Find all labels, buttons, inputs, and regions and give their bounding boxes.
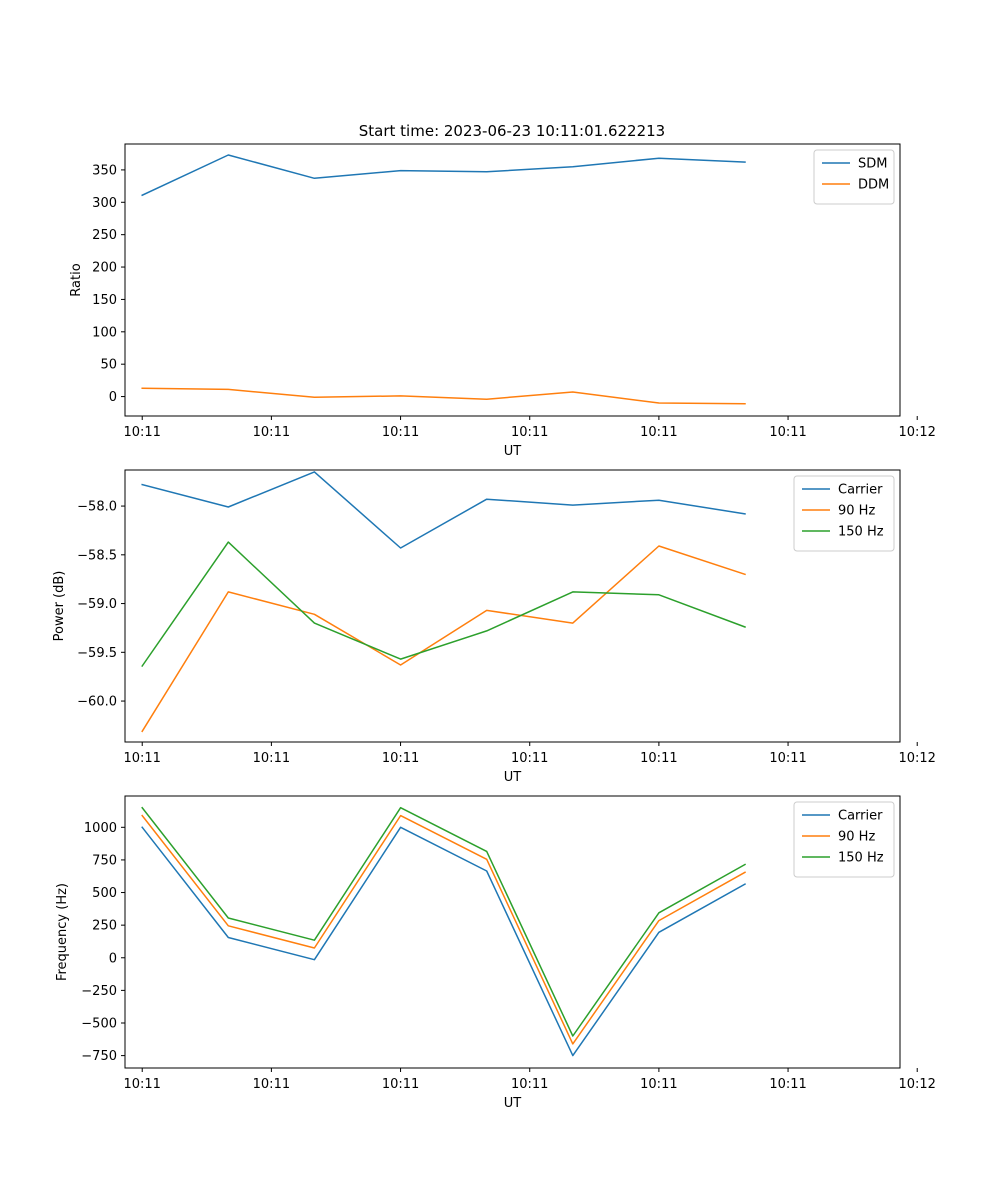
legend-label: 90 Hz [838,830,875,845]
legend: Carrier 90 Hz 150 Hz [793,475,895,552]
axes-frame [124,795,901,1069]
y-tick-label: 250 [92,919,117,934]
y-tick-label: 1000 [84,821,117,836]
y-tick-label: 150 [92,293,117,308]
x-tick-label: 10:11 [769,751,806,766]
y-tick-label: −59.5 [77,646,117,661]
x-tick-label: 10:12 [898,425,935,440]
y-tick-label: −250 [81,984,117,999]
axes-frame [124,143,901,417]
subplot-2: 10:11 10:11 10:11 10:11 10:11 10:11 10:12 −60.0… [52,469,936,785]
series-line-2 [141,387,746,405]
x-tick-label: 10:11 [123,751,160,766]
subplot-1: 10:11 10:11 10:11 10:11 10:11 10:11 10:12 0 50 10… [69,143,936,459]
series-line-3 [141,806,747,1037]
y-tick-label: 200 [92,261,117,276]
x-tick-label: 10:11 [511,1077,548,1092]
y-tick-label: −60.0 [77,695,117,710]
x-tick-label: 10:11 [253,751,290,766]
y-tick-label: −500 [81,1016,117,1031]
series-line-3 [141,541,746,668]
y-axis-label: Ratio [69,263,84,296]
legend-label: 150 Hz [838,525,884,540]
series-line-1 [141,471,746,549]
y-axis-label: Power (dB) [52,571,67,642]
x-tick-label: 10:11 [640,751,677,766]
y-tick-label: 500 [92,886,117,901]
legend: Carrier 90 Hz 150 Hz [793,801,895,878]
y-tick-label: 100 [92,325,117,340]
x-tick-label: 10:11 [382,425,419,440]
y-tick-label: 0 [109,951,117,966]
series-line-2 [141,814,747,1045]
x-tick-label: 10:11 [511,751,548,766]
legend-label: Carrier [838,483,883,498]
series-line-2 [141,545,746,733]
y-tick-label: 300 [92,196,117,211]
x-tick-label: 10:11 [253,1077,290,1092]
x-axis-label: UT [504,1096,522,1111]
legend: SDM DDM [813,149,895,205]
x-tick-label: 10:11 [640,425,677,440]
y-tick-label: 350 [92,163,117,178]
x-tick-label: 10:11 [382,751,419,766]
figure-title: Start time: 2023-06-23 10:11:01.622213 [359,122,665,140]
x-tick-label: 10:11 [511,425,548,440]
x-tick-label: 10:11 [382,1077,419,1092]
plots-container: 10:11 10:11 10:11 10:11 10:11 10:11 10:12 0 50 10… [52,143,936,1111]
x-tick-label: 10:12 [898,751,935,766]
y-axis-label: Frequency (Hz) [55,883,70,981]
legend-label: DDM [858,178,889,193]
y-tick-label: 0 [109,390,117,405]
x-tick-label: 10:11 [769,425,806,440]
y-tick-label: −58.0 [77,500,117,515]
x-tick-label: 10:12 [898,1077,935,1092]
x-tick-label: 10:11 [769,1077,806,1092]
series-line-1 [141,826,747,1057]
legend-label: 90 Hz [838,504,875,519]
x-axis-label: UT [504,444,522,459]
axes-frame [124,469,901,743]
legend-box [793,801,895,878]
series-line-1 [141,154,746,197]
legend-box [793,475,895,552]
x-tick-label: 10:11 [640,1077,677,1092]
y-tick-label: −58.5 [77,548,117,563]
x-axis-label: UT [504,770,522,785]
y-tick-label: 250 [92,228,117,243]
legend-label: 150 Hz [838,851,884,866]
legend-label: Carrier [838,809,883,824]
x-tick-label: 10:11 [123,425,160,440]
y-tick-label: 750 [92,853,117,868]
x-tick-label: 10:11 [253,425,290,440]
legend-label: SDM [858,157,887,172]
y-tick-label: 50 [100,358,117,373]
y-tick-label: −750 [81,1049,117,1064]
subplot-3: 10:11 10:11 10:11 10:11 10:11 10:11 10:12 −750 −… [55,795,936,1111]
y-tick-label: −59.0 [77,597,117,612]
x-tick-label: 10:11 [123,1077,160,1092]
